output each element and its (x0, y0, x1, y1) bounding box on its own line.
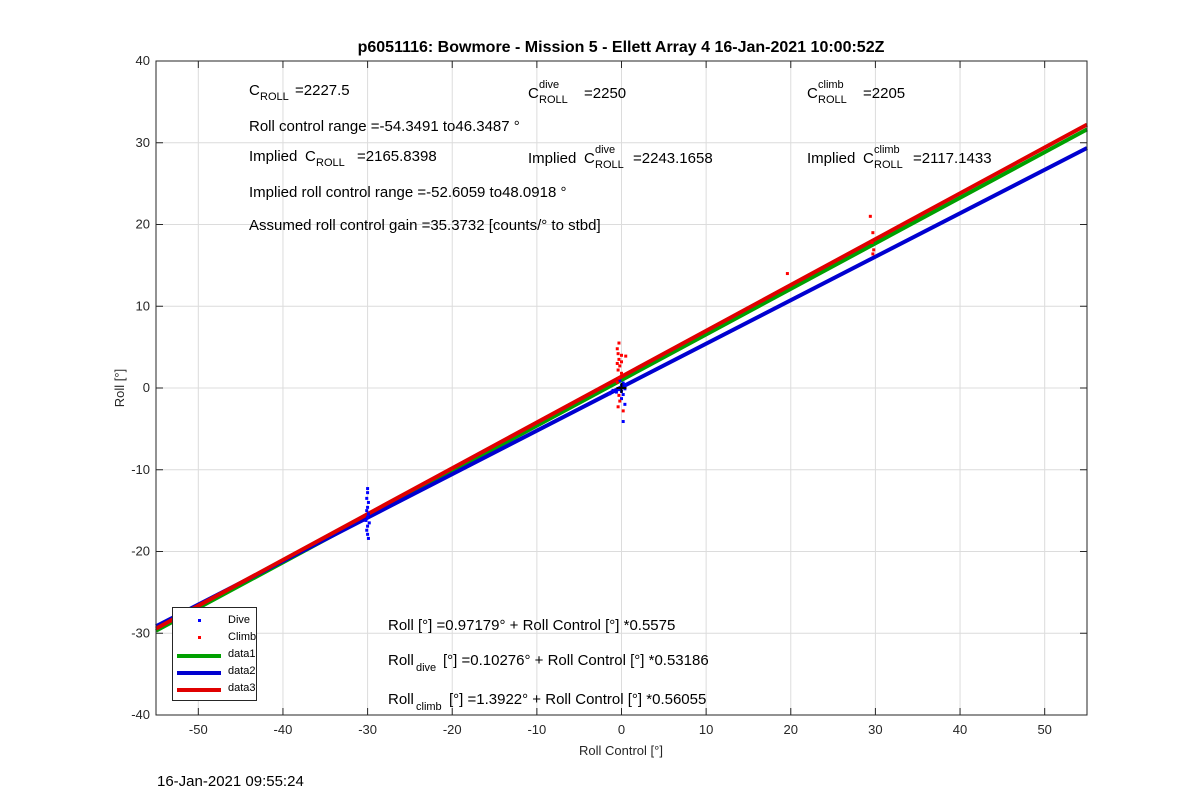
point-climb (617, 341, 621, 345)
point-climb (620, 360, 623, 364)
y-tick-label: 30 (136, 135, 150, 150)
x-tick-label: 10 (699, 722, 713, 737)
point-climb (615, 361, 619, 365)
point-climb (617, 393, 621, 397)
point-dive (365, 496, 369, 500)
y-tick-label: 10 (136, 298, 150, 313)
point-dive (617, 388, 621, 392)
point-dive (366, 515, 370, 519)
legend-data2-label: data2 (228, 665, 256, 677)
point-dive (366, 505, 370, 509)
point-dive (620, 397, 623, 401)
legend-data1-line (177, 654, 221, 658)
y-tick-label: -10 (131, 462, 150, 477)
legend-entry-dive: Dive (173, 613, 256, 629)
point-dive (366, 536, 370, 540)
x-tick-label: 40 (953, 722, 967, 737)
fit-equation-dive: Roll dive [°] =0.10276° + Roll Control [… (388, 652, 709, 674)
point-dive (611, 388, 615, 392)
y-tick-label: -30 (131, 625, 150, 640)
legend-dive-marker (198, 619, 201, 622)
x-tick-label: -20 (443, 722, 462, 737)
point-climb (785, 272, 789, 276)
point-dive (366, 500, 370, 504)
point-dive (614, 390, 618, 394)
point-climb (615, 347, 619, 351)
legend-data1-label: data1 (228, 648, 256, 660)
legend-data3-label: data3 (228, 682, 256, 694)
point-dive (366, 512, 370, 516)
legend-climb-marker (198, 636, 201, 639)
fit-equation-all: Roll [°] =0.97179° + Roll Control [°] *0… (388, 617, 676, 634)
point-climb (872, 248, 876, 252)
fit-line-data3 (155, 122, 1088, 631)
point-dive (367, 521, 371, 525)
legend-entry-data1: data1 (173, 647, 256, 663)
x-tick-label: 50 (1037, 722, 1051, 737)
y-tick-label: 20 (136, 217, 150, 232)
point-dive (364, 518, 368, 522)
legend-entry-data2: data2 (173, 664, 256, 680)
point-dive (623, 402, 627, 406)
point-climb (616, 405, 620, 409)
point-climb (616, 368, 620, 372)
legend-dive-label: Dive (228, 614, 251, 626)
point-dive (366, 524, 370, 528)
x-tick-label: -10 (527, 722, 546, 737)
point-climb (617, 376, 621, 380)
y-tick-label: 40 (136, 53, 150, 68)
fit-equation-climb: Roll climb [°] =1.3922° + Roll Control [… (388, 691, 707, 713)
point-climb (871, 252, 875, 256)
legend: Dive Climb data1 data2 data3 (172, 607, 257, 701)
legend-entry-climb: Climb (173, 630, 256, 646)
point-climb (618, 399, 622, 403)
point-climb (870, 240, 874, 244)
point-climb (624, 354, 628, 358)
x-tick-label: -40 (274, 722, 293, 737)
point-climb (618, 364, 622, 368)
point-climb (621, 409, 625, 413)
x-axis-label: Roll Control [°] (579, 743, 663, 758)
point-dive (624, 383, 628, 387)
point-climb (617, 357, 621, 361)
y-tick-label: -40 (131, 707, 150, 722)
chart-title: p6051116: Bowmore - Mission 5 - Ellett A… (358, 39, 885, 56)
point-dive (621, 381, 625, 385)
implied-roll-range-annotation: Implied roll control range =-52.6059 to4… (249, 184, 567, 201)
x-tick-label: -30 (358, 722, 377, 737)
roll-control-gain-annotation: Assumed roll control gain =35.3732 [coun… (249, 217, 601, 234)
x-tick-label: 0 (618, 722, 625, 737)
point-dive (621, 420, 625, 424)
point-dive (608, 392, 612, 396)
legend-data3-line (177, 688, 221, 692)
point-dive (365, 509, 369, 513)
x-tick-label: 20 (784, 722, 798, 737)
point-dive (618, 379, 622, 383)
point-dive (366, 491, 370, 495)
legend-entry-data3: data3 (173, 681, 256, 697)
point-dive (366, 532, 370, 536)
x-tick-label: 30 (868, 722, 882, 737)
point-climb (620, 353, 623, 357)
data-points (364, 214, 876, 540)
point-climb (620, 371, 623, 375)
point-dive (365, 528, 369, 532)
point-dive (366, 487, 370, 491)
x-tick-label: -50 (189, 722, 208, 737)
point-climb (616, 352, 620, 356)
point-climb (615, 380, 619, 384)
point-climb (871, 231, 875, 235)
y-axis-label: Roll [°] (112, 369, 127, 407)
y-tick-label: -20 (131, 544, 150, 559)
point-climb (868, 214, 872, 218)
y-tick-label: 0 (143, 380, 150, 395)
roll-control-range-annotation: Roll control range =-54.3491 to46.3487 ° (249, 118, 520, 135)
footer-timestamp: 16-Jan-2021 09:55:24 (157, 773, 304, 790)
legend-climb-label: Climb (228, 631, 257, 643)
point-dive (621, 393, 625, 397)
legend-data2-line (177, 671, 221, 675)
axis-ticks: -50 -40 -30 -20 -10 0 10 20 30 40 50 -40 -30 -20 -10 0 1… (131, 53, 1087, 737)
